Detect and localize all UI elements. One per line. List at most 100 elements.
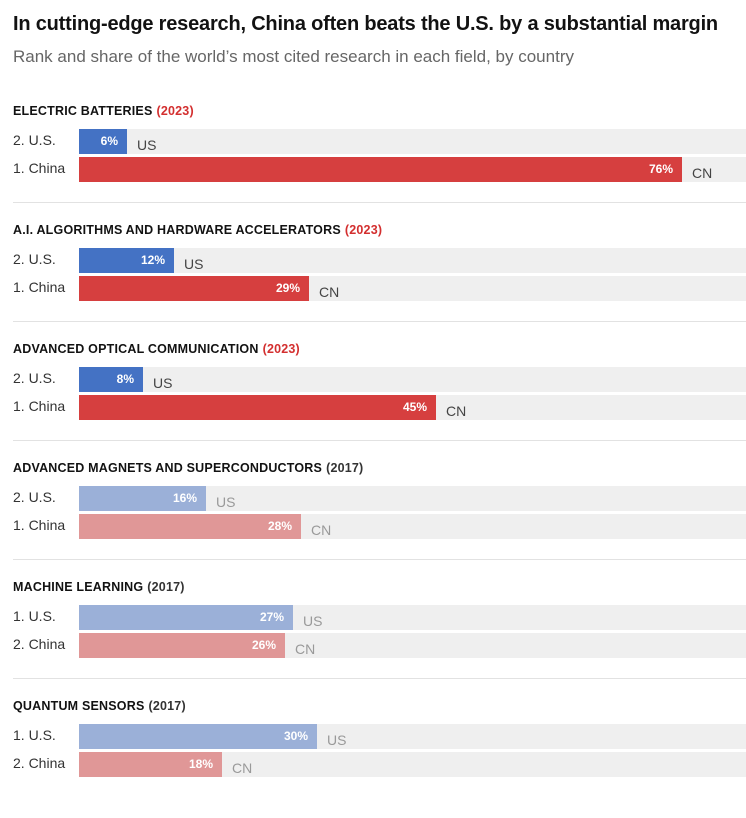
bar-value-label: 16% <box>172 491 197 505</box>
bar-row: 1. China 76% CN <box>0 157 746 182</box>
panel-heading: MACHINE LEARNING (2017) <box>13 580 185 594</box>
bar-value-label: 8% <box>116 372 134 386</box>
country-code: CN <box>692 165 713 181</box>
panel-divider <box>13 321 746 322</box>
bar <box>79 486 206 511</box>
country-code: CN <box>446 403 467 419</box>
field-name: ADVANCED OPTICAL COMMUNICATION <box>13 342 259 356</box>
bar <box>79 395 436 420</box>
row-label: 1. China <box>13 160 66 176</box>
bar <box>79 605 293 630</box>
bar-track: 30% US <box>79 724 746 749</box>
bar-row: 1. U.S. 27% US <box>0 605 746 630</box>
row-label: 2. China <box>13 636 66 652</box>
bar-track: 6% US <box>79 129 746 154</box>
field-name: MACHINE LEARNING <box>13 580 144 594</box>
bar <box>79 129 127 154</box>
bar-track: 8% US <box>79 367 746 392</box>
bar-value-label: 12% <box>140 253 165 267</box>
country-code: CN <box>311 522 332 538</box>
row-label: 1. China <box>13 398 66 414</box>
country-code: CN <box>319 284 340 300</box>
row-label: 2. U.S. <box>13 489 56 505</box>
panel-heading: ADVANCED OPTICAL COMMUNICATION (2023) <box>13 342 300 356</box>
bar-value-label: 26% <box>251 638 276 652</box>
bar-row: 1. China 29% CN <box>0 276 746 301</box>
bar-row: 2. China 18% CN <box>0 752 746 777</box>
country-code: CN <box>232 760 253 776</box>
field-name: A.I. ALGORITHMS AND HARDWARE ACCELERATOR… <box>13 223 341 237</box>
bar <box>79 633 285 658</box>
field-name: QUANTUM SENSORS <box>13 699 145 713</box>
row-label: 2. U.S. <box>13 132 56 148</box>
field-year: (2023) <box>262 342 300 356</box>
country-code: US <box>137 137 157 153</box>
country-code: CN <box>295 641 316 657</box>
country-code: US <box>327 732 347 748</box>
bar-row: 1. China 28% CN <box>0 514 746 539</box>
chart-panel: ADVANCED MAGNETS AND SUPERCONDUCTORS (201… <box>0 461 746 580</box>
bar-track: 18% CN <box>79 752 746 777</box>
bar <box>79 752 222 777</box>
bar <box>79 724 317 749</box>
panel-divider <box>13 202 746 203</box>
chart-panel: ADVANCED OPTICAL COMMUNICATION (2023) 2. U… <box>0 342 746 461</box>
bar-row: 2. U.S. 8% US <box>0 367 746 392</box>
panel-divider <box>13 440 746 441</box>
bar-value-label: 30% <box>283 729 308 743</box>
field-name: ELECTRIC BATTERIES <box>13 104 153 118</box>
bar-track: 28% CN <box>79 514 746 539</box>
field-year: (2023) <box>156 104 194 118</box>
bar-row: 1. China 45% CN <box>0 395 746 420</box>
country-code: US <box>184 256 204 272</box>
bar-track: 29% CN <box>79 276 746 301</box>
field-year: (2023) <box>344 223 383 237</box>
chart-panel: A.I. ALGORITHMS AND HARDWARE ACCELERATOR… <box>0 223 746 342</box>
bar-track: 16% US <box>79 486 746 511</box>
bar-value-label: 27% <box>259 610 284 624</box>
row-label: 2. U.S. <box>13 370 56 386</box>
chart-subtitle: Rank and share of the world’s most cited… <box>13 47 574 66</box>
chart-panel: QUANTUM SENSORS (2017) 1. U.S. 30% US 2. Chin… <box>0 699 746 818</box>
field-year: (2017) <box>147 580 185 594</box>
panel-divider <box>13 678 746 679</box>
bar-value-label: 76% <box>648 162 673 176</box>
field-year: (2017) <box>326 461 364 475</box>
row-label: 1. U.S. <box>13 608 56 624</box>
country-code: US <box>303 613 323 629</box>
bar <box>79 157 682 182</box>
field-name: ADVANCED MAGNETS AND SUPERCONDUCTORS <box>13 461 323 475</box>
panel-heading: QUANTUM SENSORS (2017) <box>13 699 186 713</box>
country-code: US <box>153 375 173 391</box>
bar <box>79 276 309 301</box>
panel-divider <box>13 559 746 560</box>
bar-track: 45% CN <box>79 395 746 420</box>
bar-track: 26% CN <box>79 633 746 658</box>
row-label: 1. China <box>13 517 66 533</box>
chart-title: In cutting-edge research, China often be… <box>13 13 718 35</box>
bar-track: 76% CN <box>79 157 746 182</box>
bar-track: 12% US <box>79 248 746 273</box>
bar-value-label: 28% <box>267 519 292 533</box>
panel-heading: A.I. ALGORITHMS AND HARDWARE ACCELERATOR… <box>13 223 382 237</box>
chart-panel: MACHINE LEARNING (2017) 1. U.S. 27% US 2. Chi… <box>0 580 746 699</box>
bar-row: 2. U.S. 6% US <box>0 129 746 154</box>
field-year: (2017) <box>148 699 186 713</box>
bar-row: 1. U.S. 30% US <box>0 724 746 749</box>
bar-value-label: 45% <box>402 400 427 414</box>
bar <box>79 248 174 273</box>
bar-value-label: 29% <box>275 281 300 295</box>
bar-value-label: 6% <box>100 134 118 148</box>
panel-heading: ADVANCED MAGNETS AND SUPERCONDUCTORS (201… <box>13 461 363 475</box>
row-label: 2. U.S. <box>13 251 56 267</box>
bar-row: 2. U.S. 16% US <box>0 486 746 511</box>
chart-panel: ELECTRIC BATTERIES (2023) 2. U.S. 6% US 1. Ch… <box>0 104 746 223</box>
row-label: 1. China <box>13 279 66 295</box>
country-code: US <box>216 494 236 510</box>
bar-row: 2. U.S. 12% US <box>0 248 746 273</box>
panel-heading: ELECTRIC BATTERIES (2023) <box>13 104 194 118</box>
bar <box>79 367 143 392</box>
row-label: 1. U.S. <box>13 727 56 743</box>
bar-row: 2. China 26% CN <box>0 633 746 658</box>
bar-value-label: 18% <box>188 757 213 771</box>
